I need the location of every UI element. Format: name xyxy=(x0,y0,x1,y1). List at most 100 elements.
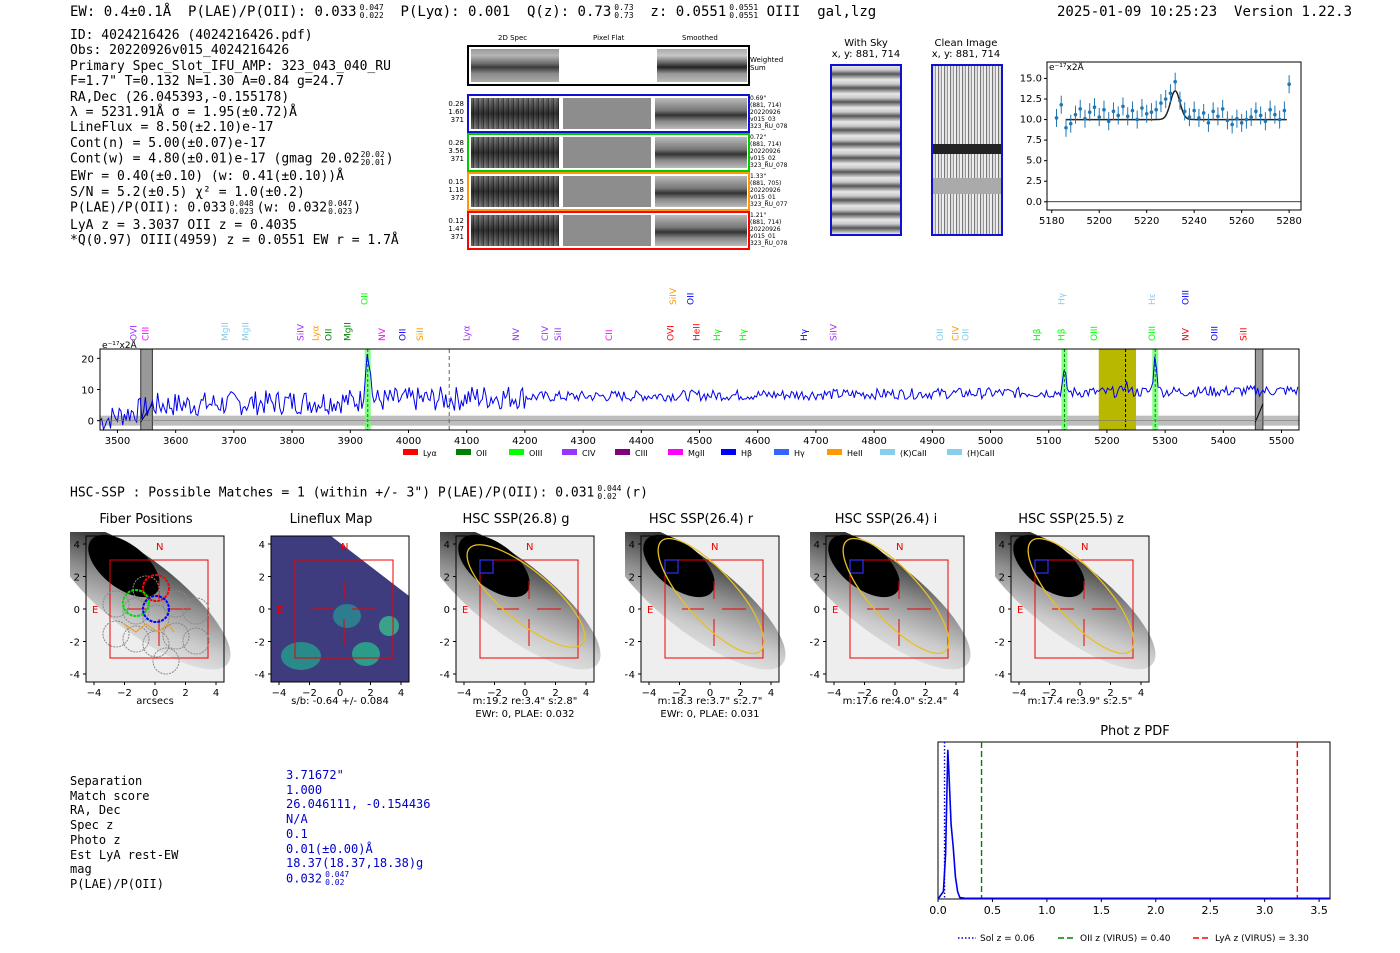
photz-xtick: 0.5 xyxy=(984,904,1002,917)
spec-ylabel: e⁻¹⁷x2Å xyxy=(102,339,138,351)
spec-xtick: 3500 xyxy=(105,436,130,447)
info-fwhm: F=1.7" T=0.132 N=1.30 A=0.84 g=24.7 xyxy=(70,74,344,90)
photz-title: Phot z PDF xyxy=(1100,724,1170,739)
spec-line-label: MgII xyxy=(241,322,251,341)
stamp-caption: m:19.2 re:3.4" s:2.8" xyxy=(472,696,578,707)
stamp-ytick: −2 xyxy=(440,638,450,649)
stamp-xtick: 4 xyxy=(953,688,959,699)
header-qz-sub: 0.73 xyxy=(614,11,634,20)
stamp-xtick: −2 xyxy=(672,688,687,699)
info-cont-w: Cont(w) = 4.80(±0.01)e-17 (gmag 20.02 20.… xyxy=(70,150,394,168)
spec-xtick: 4500 xyxy=(687,436,712,447)
match-plae-sup: 0.047 xyxy=(325,869,350,879)
zoom-point xyxy=(1111,109,1116,114)
spec-xtick: 4900 xyxy=(920,436,945,447)
cutout-row-meta: 1.21" (881, 714) 20220926 v015_01 323_RU_078 xyxy=(750,212,788,247)
stamp-title: HSC SSP(25.5) z xyxy=(1018,512,1124,527)
header-plya: P(Lyα): 0.001 xyxy=(400,4,511,20)
spec-line-label: OII xyxy=(961,329,971,341)
zoom-point xyxy=(1282,108,1287,113)
photz-xtick: 3.5 xyxy=(1310,904,1328,917)
stamp-xtick: 0 xyxy=(707,688,713,699)
stamp-ytick: 4 xyxy=(629,540,635,551)
spec-ytick: 0 xyxy=(88,417,94,428)
stamp-ytick: 4 xyxy=(999,540,1005,551)
stamp-title: Lineflux Map xyxy=(289,512,373,527)
info-sn: S/N = 5.2(±0.5) χ² = 1.0(±0.2) xyxy=(70,184,305,200)
zoom-point xyxy=(1059,102,1064,107)
match-value: 0.01(±0.00)Å xyxy=(286,841,373,856)
legend-label: HeII xyxy=(847,449,863,458)
spec-line-label: OII xyxy=(687,293,697,305)
stamp-ytick: 2 xyxy=(629,573,635,584)
zoom-point xyxy=(1277,117,1282,122)
stamp-north: N xyxy=(341,542,348,553)
stamp-ytick: −2 xyxy=(255,638,265,649)
spec-flux-line xyxy=(99,353,1299,431)
stamp-image: N E 4 2 0 −2 −4 −4 −2 0 2 4 xyxy=(70,532,231,699)
weighted-sum-row xyxy=(467,45,750,86)
spec-line-label: Hγ xyxy=(1057,292,1067,305)
stamp-xtick: −2 xyxy=(117,688,132,699)
stamp-xtick: 2 xyxy=(182,688,188,699)
photz-xtick: 1.5 xyxy=(1093,904,1111,917)
zoom-fit-line xyxy=(1066,89,1287,121)
stamp-ytick: 4 xyxy=(74,540,80,551)
legend-swatch xyxy=(880,449,895,455)
stamp-ytick: −4 xyxy=(810,670,820,681)
stamp-xtick: 0 xyxy=(522,688,528,699)
spec-line-label: Hγ xyxy=(739,328,749,341)
info-lya-z: LyA z = 3.3037 OII z = 0.4035 xyxy=(70,218,297,234)
spec-line-label: Lyα xyxy=(463,325,473,341)
spec-line-label: SiIV xyxy=(669,287,679,305)
stamp-east: E xyxy=(647,605,653,616)
match-value: 3.71672" xyxy=(286,768,344,782)
stamp-xtick: −4 xyxy=(1012,688,1027,699)
stamp-ytick: −2 xyxy=(995,638,1005,649)
zoom-point xyxy=(1083,116,1087,121)
photz-frame xyxy=(937,741,1331,900)
spec-xtick: 5200 xyxy=(1094,436,1119,447)
zoom-point xyxy=(1097,115,1102,119)
legend-swatch xyxy=(827,449,842,455)
stamp-east: E xyxy=(1017,605,1023,616)
spec-xtick: 5100 xyxy=(1036,436,1061,447)
cutout-row-image xyxy=(467,133,750,172)
zoom-point xyxy=(1092,105,1097,110)
zoom-ytick: 7.5 xyxy=(1026,135,1042,146)
zoom-point xyxy=(1225,118,1230,123)
stamp-xtick: −4 xyxy=(272,688,287,699)
clean-image-title: Clean Image x, y: 881, 714 xyxy=(931,38,1001,60)
match-value: 1.000 xyxy=(286,782,323,797)
spec-line-label: Lyα xyxy=(311,325,321,341)
zoom-point xyxy=(1192,108,1196,113)
spec-line-label: Hγ xyxy=(800,328,810,341)
legend-label: CIV xyxy=(582,449,596,458)
zoom-point xyxy=(1154,107,1158,112)
cutout-panel: 2D Spec Pixel Flat Smoothed Weighted Sum… xyxy=(440,34,790,256)
stamp-ytick: 2 xyxy=(999,573,1005,584)
spec-line-label: SiIV xyxy=(829,323,839,341)
stamp-ytick: −4 xyxy=(70,670,80,681)
stamp-north: N xyxy=(156,542,163,553)
stamp-east: E xyxy=(92,605,98,616)
stamp-caption: m:18.3 re:3.7" s:2.7" xyxy=(657,696,763,707)
spec-line-label: OVI xyxy=(130,325,140,341)
zoom-point xyxy=(1201,111,1206,115)
legend-label: CIII xyxy=(635,449,648,458)
stamp-title: HSC SSP(26.4) i xyxy=(834,512,938,527)
legend-label: (K)CaII xyxy=(900,449,927,458)
clean-image xyxy=(931,64,1003,236)
spec-xtick: 4700 xyxy=(803,436,828,447)
zoom-point xyxy=(1244,117,1249,122)
cutout-col-pixelflat: Pixel Flat xyxy=(593,34,625,42)
zoom-point xyxy=(1206,121,1211,125)
cutout-row: 0.28 1.60 371 0.69" (881, 714) 20220926 v015_0… xyxy=(440,94,790,133)
legend-swatch xyxy=(403,449,418,455)
spec-line-label: CII xyxy=(605,329,615,341)
stamp-xtick: 4 xyxy=(213,688,219,699)
info-plae-w-sub: 0.023 xyxy=(328,207,353,217)
legend-label: OII xyxy=(476,449,487,458)
stamp-panel: Fiber Positions N E 4 2 0 −2 −4 −4 −2 0 2 4 arcsecs xyxy=(70,512,250,727)
stamp-caption: m:17.4 re:3.9" s:2.5" xyxy=(1027,696,1133,707)
